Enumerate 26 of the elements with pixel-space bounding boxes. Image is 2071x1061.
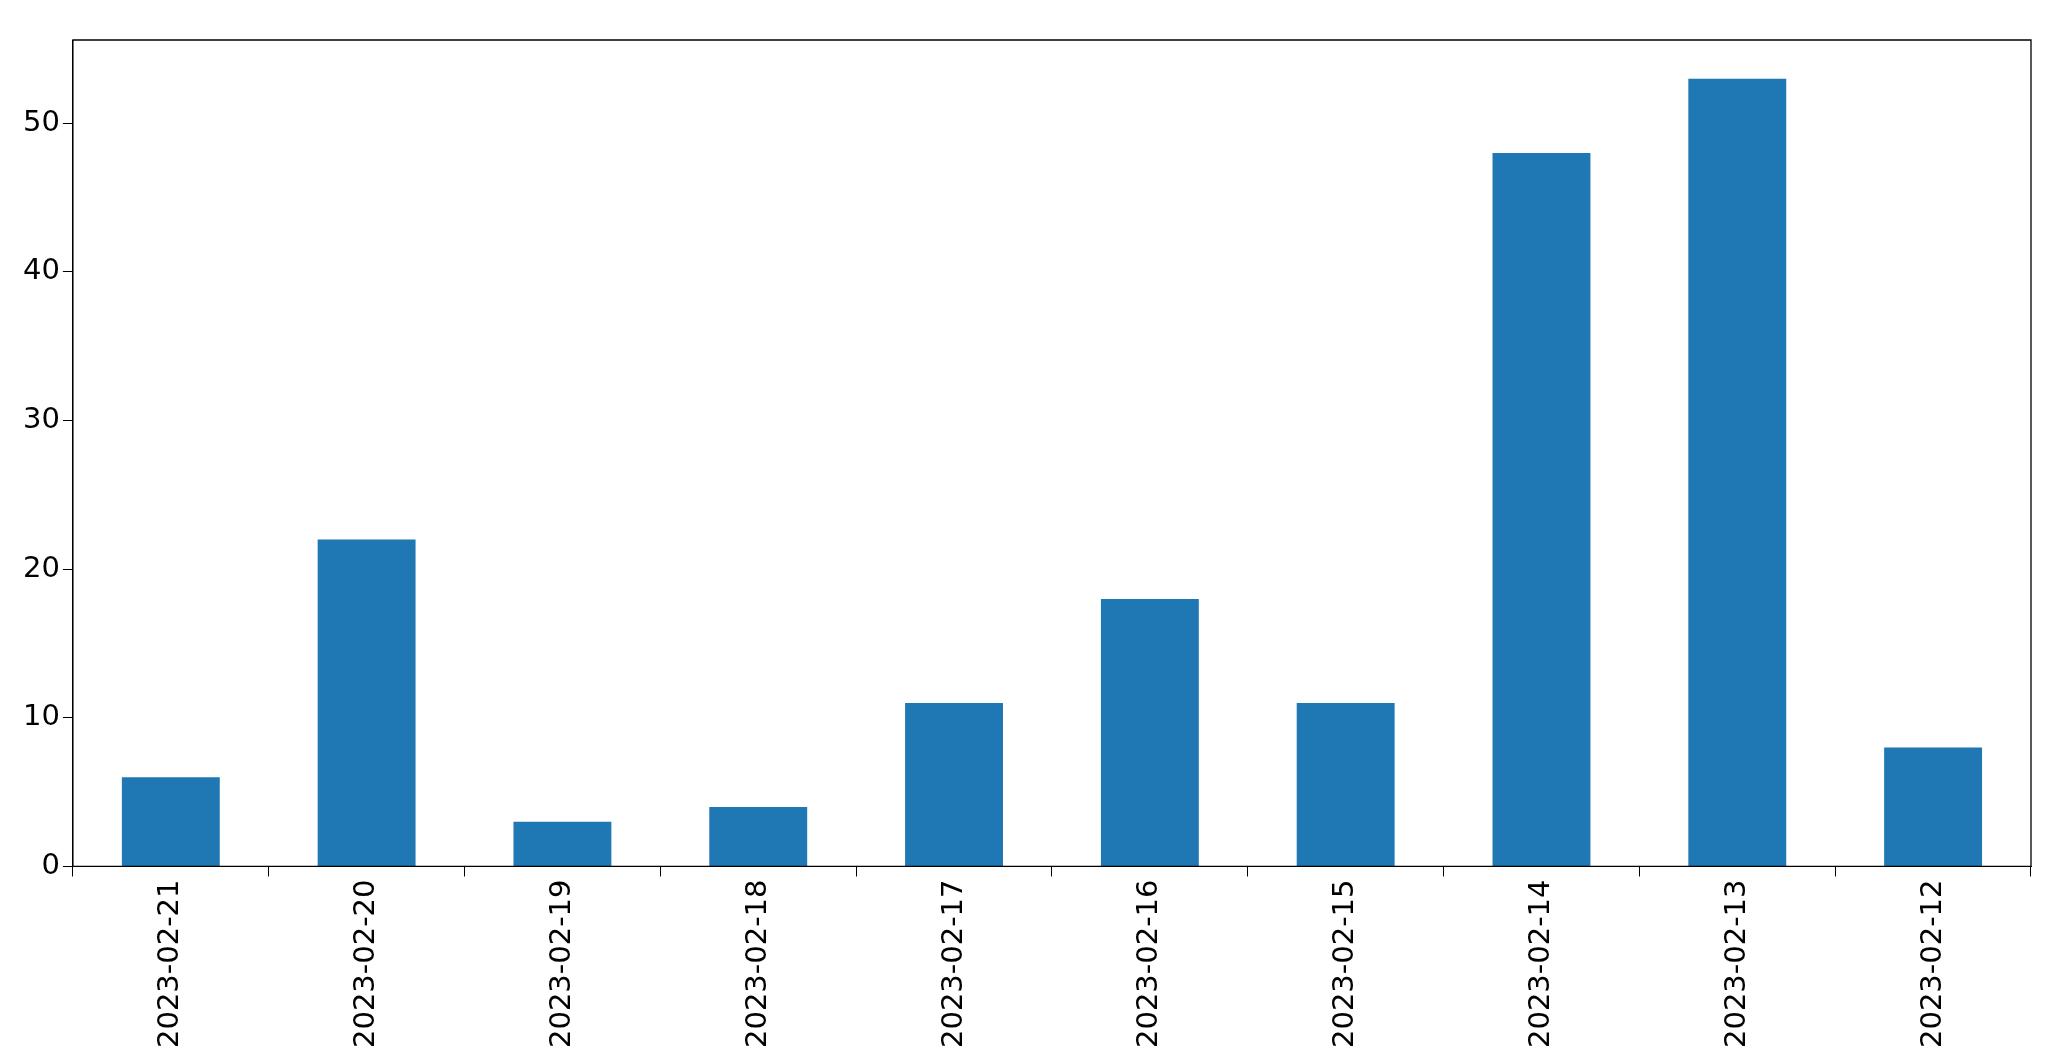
x-tick-label: 2023-02-18 — [738, 879, 773, 1049]
x-tick-label: 2023-02-16 — [1130, 879, 1165, 1049]
x-tick-label: 2023-02-12 — [1913, 879, 1948, 1049]
y-tick-label: 30 — [23, 401, 60, 436]
bar — [513, 821, 612, 866]
bar — [709, 807, 808, 866]
bar — [1296, 702, 1395, 866]
x-tick-label: 2023-02-21 — [151, 879, 186, 1049]
x-tick-label: 2023-02-20 — [347, 879, 382, 1049]
x-tick-label: 2023-02-15 — [1326, 879, 1361, 1049]
y-tick-label: 50 — [23, 103, 60, 138]
x-tick-label: 2023-02-17 — [934, 879, 969, 1049]
y-tick-label: 10 — [23, 698, 60, 733]
bar — [1884, 747, 1983, 866]
y-tick-label: 40 — [23, 252, 60, 287]
bar — [1688, 78, 1787, 866]
x-tick-label: 2023-02-13 — [1717, 879, 1752, 1049]
y-tick-label: 0 — [41, 847, 60, 881]
bar — [905, 702, 1003, 866]
bar — [317, 539, 416, 866]
bar — [121, 777, 220, 866]
bar — [1492, 152, 1591, 866]
x-tick-label: 2023-02-14 — [1522, 879, 1557, 1049]
y-tick-label: 20 — [23, 549, 60, 584]
bar — [1100, 598, 1199, 866]
x-tick-label: 2023-02-19 — [542, 879, 577, 1049]
